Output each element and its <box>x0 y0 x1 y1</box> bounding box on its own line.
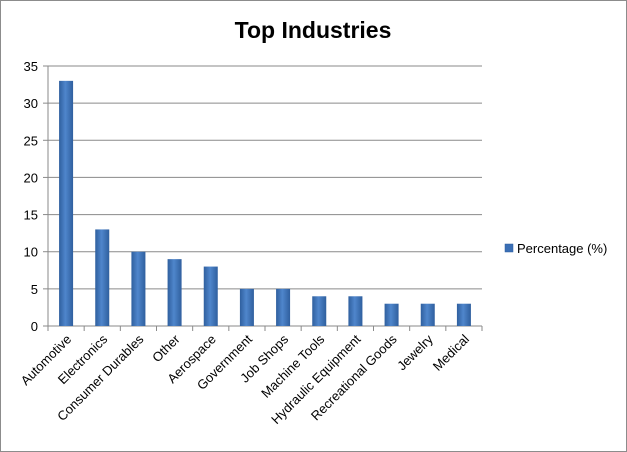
y-tick-label: 0 <box>31 319 38 334</box>
y-tick-label: 15 <box>24 208 38 223</box>
x-tick-label: Jewelry <box>394 331 436 373</box>
y-tick-label: 35 <box>24 59 38 74</box>
bar <box>239 288 254 326</box>
x-tick-label: Medical <box>430 331 472 373</box>
y-tick-label: 25 <box>24 133 38 148</box>
bar <box>276 288 291 326</box>
bar <box>348 296 363 326</box>
y-axis-ticks: 0 5 10 15 20 25 30 35 <box>24 59 48 334</box>
gridlines <box>48 65 482 290</box>
bar <box>456 303 471 326</box>
bar <box>312 296 327 326</box>
bars <box>59 80 471 326</box>
bar <box>59 80 74 326</box>
legend: Percentage (%) <box>504 241 607 256</box>
legend-swatch <box>504 243 514 253</box>
bar <box>384 303 399 326</box>
axes <box>47 66 482 327</box>
chart-title: Top Industries <box>235 17 392 43</box>
bar <box>131 251 146 326</box>
x-tick-label: Other <box>149 331 183 365</box>
y-tick-label: 30 <box>24 96 38 111</box>
y-tick-label: 10 <box>24 245 38 260</box>
bar <box>95 229 110 326</box>
bar <box>167 259 182 326</box>
y-tick-label: 20 <box>24 170 38 185</box>
legend-label: Percentage (%) <box>517 241 607 256</box>
bar <box>420 303 435 326</box>
bar <box>203 266 218 326</box>
y-tick-label: 5 <box>31 282 38 297</box>
